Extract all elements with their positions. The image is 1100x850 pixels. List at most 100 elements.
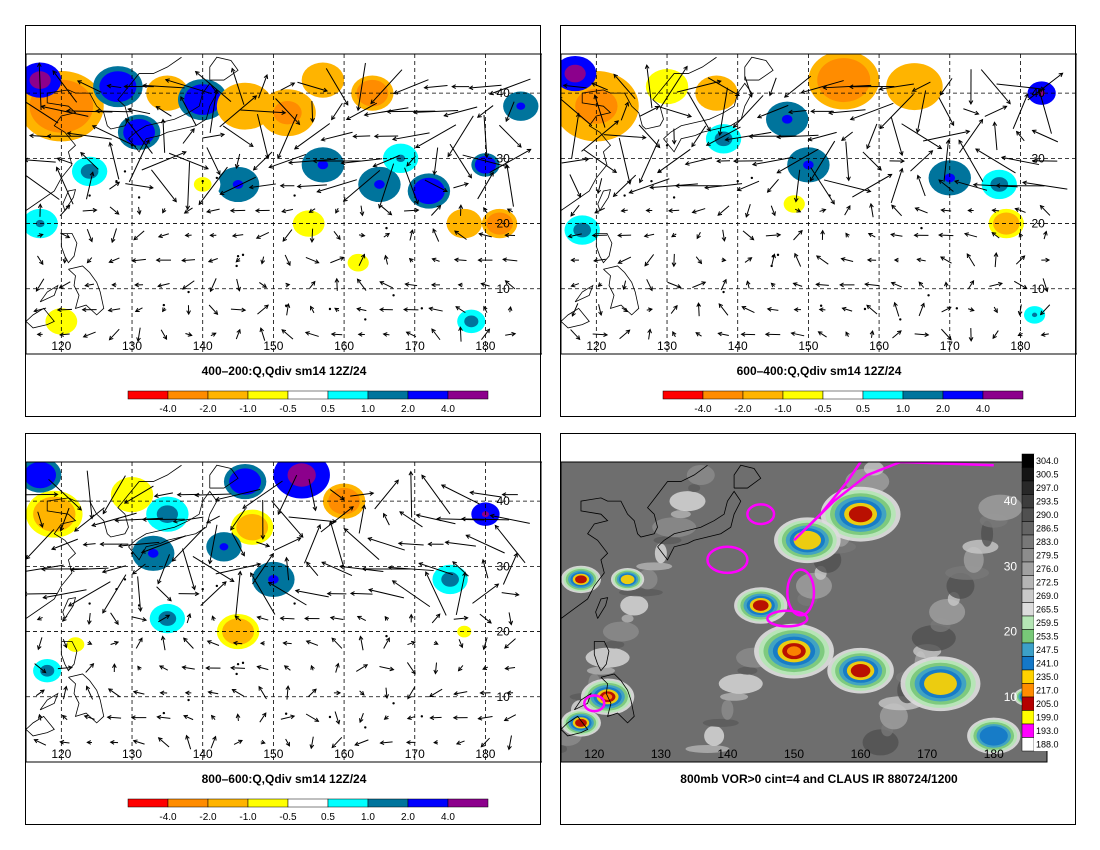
wind-vector-head [436,204,442,210]
wind-vector [67,132,112,140]
wind-vector-head [356,615,362,621]
wind-vector [433,147,439,175]
wind-vector [240,109,286,114]
vorticity-contour-3 [766,609,809,628]
wind-vector [767,308,779,311]
wind-vector-head [138,637,143,643]
wind-vector-head [418,562,424,567]
wind-vector-head [252,165,258,171]
wind-vector [125,118,153,154]
wind-vector [202,133,225,139]
wind-vector-head [864,282,870,287]
wind-vector-head [230,665,235,671]
wind-vector [346,102,377,120]
wind-vector [809,140,836,182]
wind-vector-head [373,133,379,139]
panel-claus-ir: 120 130 140 150 160 170 180 10 20 30 40 304.0 300.5 2… [560,433,1076,825]
wind-vector-head [216,170,221,176]
wind-vector [431,205,441,216]
island-10 [623,194,626,197]
wind-vector-head [164,78,170,83]
wind-vector-head [370,99,375,105]
wind-vector-head [423,85,429,90]
wind-vector-head [65,108,71,114]
wind-vector [398,542,424,546]
wind-vector [29,135,51,138]
wind-vector-head [722,278,727,284]
wind-vector-head [992,334,997,340]
wind-vector [206,515,220,524]
coastline-0 [561,464,708,619]
island-8 [123,170,127,173]
wind-vector-head [657,168,662,174]
island-2 [236,254,240,258]
wind-vector-head [820,229,825,235]
wind-vector [618,137,631,184]
wind-vector [230,508,246,531]
wind-vector-head [207,258,213,263]
wind-vector-head [181,150,187,156]
wind-vector-head [123,84,129,89]
wind-vector-head [181,665,187,670]
wind-vector-head [431,328,436,334]
wind-vector-head [452,715,458,721]
wind-vector [35,689,45,697]
x-tick-label-120: 120 [51,747,71,761]
wind-vector [719,87,728,136]
wind-vector-head [478,232,484,237]
shaded-region-1 [569,69,581,78]
wind-vector [26,592,57,595]
wind-vector-head [965,129,971,135]
wind-vector [286,686,289,700]
wind-vector-head [256,665,262,670]
coastline-0 [561,56,717,211]
coastline-2 [209,464,239,489]
wind-vector [603,134,646,139]
wind-vector [133,740,145,745]
wind-vector [407,716,415,720]
wind-vector-head [644,64,650,70]
wind-vector-head [238,739,243,745]
wind-vector-head [134,282,139,288]
wind-vector [48,478,82,511]
wind-vector [151,169,177,203]
wind-vector-head [184,232,190,238]
island-2 [236,662,240,666]
wind-vector [406,155,416,167]
ir-colorbar-swatch-2 [1021,480,1035,495]
wind-vector [182,128,195,144]
wind-vector-head [107,688,113,693]
wind-vector-head [260,739,266,745]
wind-vector [108,308,121,312]
wind-vector-head [706,126,711,132]
wind-vector [432,228,440,242]
wind-vector [481,283,490,287]
wind-vector-head [165,614,171,619]
wind-vector [657,148,691,173]
island-3 [776,253,780,257]
ir-colorbar-swatch-0 [1021,453,1035,468]
wind-vector-head [255,234,261,239]
wind-vector-head [56,307,62,313]
wind-vector [109,328,120,341]
wind-vector-head [81,307,87,313]
wind-vector-head [240,551,245,557]
colorbar-swatch-2 [207,390,249,400]
wind-vector-head [768,91,774,97]
wind-vector-head [397,541,403,546]
wind-vector-head [186,613,192,619]
wind-vector-head [285,303,291,308]
wind-vector-head [294,588,300,594]
wind-vector-head [436,516,441,522]
coastline-0 [26,56,182,211]
wind-vector [320,506,354,533]
wind-vector-head [187,332,193,337]
wind-vector-head [203,165,209,170]
wind-vector [793,282,803,287]
wind-vector [687,91,711,132]
y-tick-label-30: 30 [496,151,510,165]
wind-vector [321,561,353,577]
wind-vector-head [458,204,464,210]
wind-vector-head [335,719,341,725]
wind-vector [392,580,431,608]
